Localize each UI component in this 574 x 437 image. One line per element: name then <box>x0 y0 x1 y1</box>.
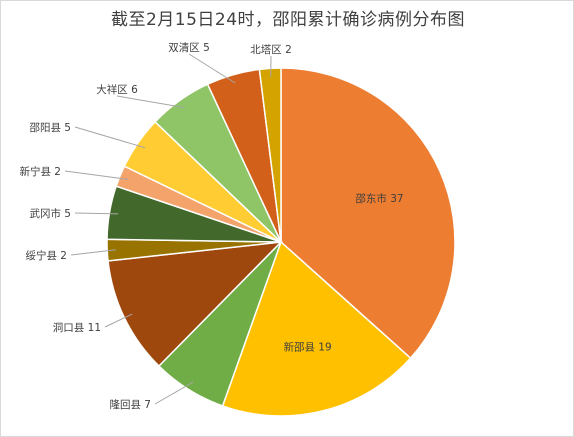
leader-line-4 <box>104 313 133 328</box>
slice-label-3: 隆回县 7 <box>109 398 151 411</box>
slice-label-9: 大祥区 6 <box>96 83 138 96</box>
chart-title: 截至2月15日24时，邵阳累计确诊病例分布图 <box>110 10 466 30</box>
pie-slice-2 <box>221 240 412 417</box>
pie-slices <box>106 67 456 417</box>
slice-labels: 邵东市 37 新邵县 19 隆回县 7 洞口县 11 绥宁县 2 武冈市 5 新宁县 2 邵阳… <box>19 41 403 411</box>
leader-lines <box>64 53 272 405</box>
leader-line-3 <box>154 381 194 405</box>
slice-label-2: 新邵县 19 <box>283 341 331 354</box>
leader-line-8 <box>74 126 146 149</box>
leader-line-9 <box>116 95 185 109</box>
pie-slice-1 <box>280 67 456 360</box>
leader-line-10 <box>188 53 236 84</box>
slice-label-11: 北塔区 2 <box>250 43 292 56</box>
slice-label-7: 新宁县 2 <box>19 165 61 178</box>
slice-label-6: 武冈市 5 <box>29 207 71 220</box>
slice-label-4: 洞口县 11 <box>53 322 101 334</box>
slice-label-5: 绥宁县 2 <box>25 249 67 262</box>
pie-slice-11 <box>258 67 282 243</box>
slice-label-8: 邵阳县 5 <box>29 122 71 134</box>
leader-line-5 <box>70 249 116 256</box>
slice-label-1: 邵东市 37 <box>355 192 403 205</box>
leader-line-6 <box>74 212 119 215</box>
slice-label-10: 双清区 5 <box>168 41 210 54</box>
leader-line-7 <box>64 170 129 180</box>
